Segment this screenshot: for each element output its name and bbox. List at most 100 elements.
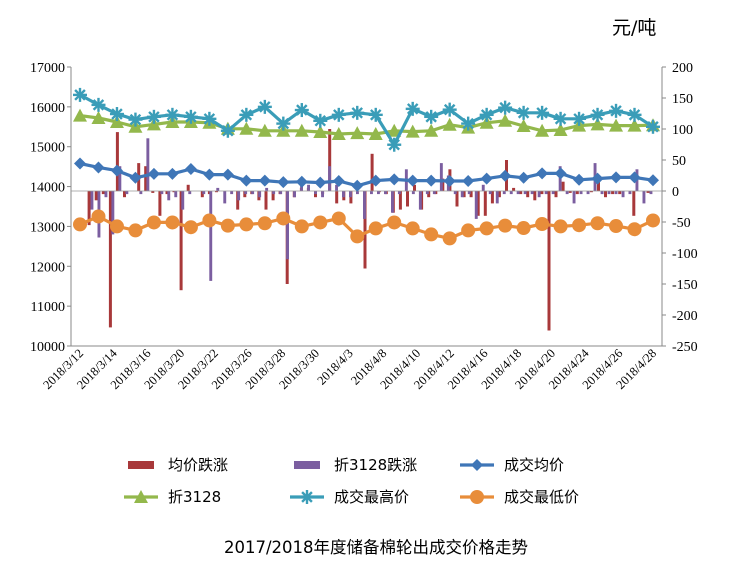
bar-1-41 — [370, 191, 373, 195]
bar-1-56 — [474, 191, 478, 219]
bar-1-9 — [146, 138, 150, 191]
circle-point-20 — [442, 231, 457, 246]
lines-layer — [73, 87, 660, 246]
star-point-18-stroke-3 — [406, 103, 419, 115]
triangle-point-14 — [331, 126, 346, 140]
triangle-point-28 — [590, 117, 605, 131]
legend-marker — [300, 490, 314, 504]
bar-1-31 — [300, 184, 303, 191]
bar-1-67 — [551, 191, 555, 195]
diamond-point-23 — [499, 169, 512, 182]
bar-0-66 — [547, 191, 551, 331]
circle-point-27 — [572, 218, 587, 233]
star-point-18 — [405, 101, 420, 116]
bar-1-71 — [579, 191, 583, 195]
triangle-point-20 — [442, 117, 457, 131]
star-point-6-stroke-3 — [185, 111, 197, 123]
diamond-point-20 — [443, 174, 456, 187]
bar-0-61 — [512, 187, 516, 191]
bar-0-19 — [215, 191, 218, 193]
bar-0-78 — [632, 191, 636, 216]
star-point-1-stroke-3 — [92, 99, 105, 111]
circle-point-30 — [627, 222, 642, 237]
star-point-7-stroke-3 — [203, 113, 216, 125]
bar-1-55 — [467, 191, 471, 195]
star-point-31 — [646, 119, 660, 134]
bar-1-60 — [502, 191, 506, 195]
star-point-6 — [183, 109, 198, 124]
star-point-13-stroke-3 — [314, 115, 327, 127]
diamond-point-24 — [517, 171, 530, 184]
left-tick-label: 17000 — [30, 61, 65, 76]
bar-1-62 — [516, 191, 520, 195]
bar-0-40 — [363, 191, 367, 269]
left-tick-label: 13000 — [30, 220, 65, 235]
bar-1-37 — [342, 191, 345, 198]
star-point-15 — [350, 105, 365, 120]
bar-1-42 — [377, 191, 380, 195]
triangle-point-25 — [535, 123, 550, 137]
bar-0-53 — [455, 191, 459, 207]
bar-1-65 — [537, 191, 541, 198]
bar-1-57 — [481, 184, 485, 191]
bar-1-6 — [125, 191, 129, 195]
bar-0-55 — [469, 191, 473, 198]
triangle-point-30 — [627, 118, 642, 132]
bar-1-29 — [286, 191, 289, 260]
right-tick-label: 50 — [672, 154, 686, 169]
circle-point-11 — [276, 211, 291, 226]
triangle-point-0 — [73, 108, 87, 122]
triangle-point-16 — [368, 126, 383, 140]
right-tick-label: 0 — [672, 185, 679, 200]
bar-1-53 — [453, 191, 457, 195]
circle-point-31 — [646, 213, 660, 228]
bar-1-48 — [418, 191, 422, 210]
circle-point-18 — [405, 221, 420, 236]
circle-point-17 — [387, 215, 402, 230]
bar-1-75 — [607, 191, 611, 195]
star-point-2-stroke-3 — [111, 108, 123, 120]
star-point-11-stroke-3 — [277, 117, 290, 130]
bar-1-24 — [251, 191, 255, 195]
bar-0-45 — [398, 191, 402, 210]
legend-swatch — [128, 461, 154, 469]
legend-item: 成交最低价 — [460, 488, 579, 506]
diamond-point-27 — [573, 173, 586, 186]
diamond-point-15 — [351, 179, 364, 192]
bar-0-14 — [179, 191, 183, 291]
bar-0-68 — [561, 181, 565, 191]
star-point-14 — [331, 107, 346, 122]
bar-1-64 — [530, 191, 534, 195]
diamond-point-14 — [332, 174, 345, 187]
circle-point-15 — [350, 229, 365, 244]
star-point-0 — [73, 87, 87, 102]
legend-item: 均价跌涨 — [128, 456, 228, 474]
diamond-point-8 — [221, 168, 234, 181]
bar-0-11 — [158, 191, 162, 216]
bar-1-44 — [391, 191, 394, 213]
diamond-point-26 — [554, 167, 567, 180]
diamond-point-7 — [203, 168, 216, 181]
right-tick-label: 200 — [672, 61, 693, 76]
right-tick-label: -250 — [672, 340, 698, 355]
bar-0-57 — [483, 191, 487, 216]
bar-1-23 — [244, 191, 248, 195]
bar-0-56 — [476, 191, 480, 216]
star-point-28 — [590, 107, 605, 122]
circle-point-2 — [109, 219, 124, 234]
bar-1-69 — [565, 191, 569, 195]
triangle-point-18 — [405, 124, 420, 138]
legend-label: 折3128跌涨 — [334, 456, 417, 474]
line-diamond — [79, 161, 654, 188]
bar-0-65 — [540, 191, 544, 195]
bar-1-1 — [90, 191, 94, 210]
diamond-point-9 — [240, 174, 253, 187]
bar-1-27 — [272, 191, 276, 195]
bar-0-54 — [462, 191, 466, 198]
star-point-14-stroke-3 — [333, 109, 345, 121]
right-tick-label: 100 — [672, 123, 693, 138]
circle-point-29 — [609, 219, 624, 234]
left-tick-label: 10000 — [30, 340, 65, 355]
